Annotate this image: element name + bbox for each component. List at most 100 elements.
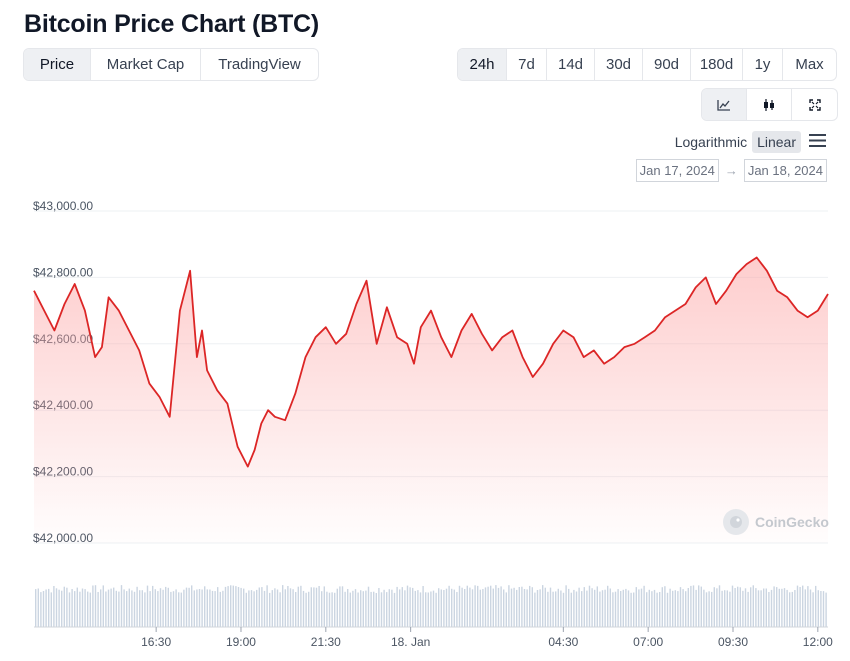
volume-bar [557,588,559,627]
volume-bar [718,585,721,627]
volume-bar [154,589,156,627]
price-chart[interactable]: $43,000.00$42,800.00$42,600.00$42,400.00… [0,190,850,661]
volume-bar [791,591,793,627]
tab-price[interactable]: Price [24,49,91,80]
tab-tradingview[interactable]: TradingView [218,56,301,73]
volume-bar [419,592,422,627]
volume-bar [612,592,614,627]
volume-bar [326,591,328,627]
volume-bar [388,589,390,627]
volume-bar [464,589,466,627]
fullscreen-button[interactable] [792,89,837,120]
volume-bar [50,592,52,627]
volume-bar [193,590,195,627]
hamburger-menu-icon[interactable] [809,134,826,150]
range-14d[interactable]: 14d [547,49,595,80]
volume-bar [734,588,736,627]
volume-bar [633,592,635,627]
volume-bar [318,586,320,627]
range-1y[interactable]: 1y [743,49,783,80]
volume-bar [726,590,728,627]
date-from-input[interactable]: Jan 17, 2024 [635,159,719,182]
volume-bar [713,587,715,627]
price-area [34,257,828,543]
volume-bar [659,592,661,627]
volume-bar [250,590,253,627]
volume-bar [508,585,510,627]
volume-bar [503,589,505,627]
volume-bar [817,590,819,627]
volume-bar [786,589,788,627]
volume-bar [570,592,572,627]
volume-bar [276,589,279,627]
volume-bar [271,590,273,627]
volume-bar [87,591,89,627]
volume-bar [640,588,643,627]
volume-bar [313,587,315,627]
volume-bar [94,585,97,627]
volume-bar [76,587,78,627]
tab-market-cap[interactable]: Market Cap [91,49,201,80]
volume-bar [664,586,666,627]
volume-bar [230,585,232,627]
volume-bar [573,589,575,627]
date-range-arrow: → [724,163,738,178]
volume-bar [487,586,489,627]
range-7d[interactable]: 7d [507,49,547,80]
volume-bar [310,587,312,627]
scale-linear[interactable]: Linear [752,131,801,153]
range-30d[interactable]: 30d [595,49,643,80]
volume-bar [167,587,169,627]
volume-bar [92,585,94,627]
volume-bar [609,588,611,627]
volume-bar [516,589,518,627]
volume-bar [172,591,175,627]
volume-bar [547,591,549,627]
line-chart-icon [717,99,730,111]
volume-bar [188,587,190,627]
volume-bar [617,589,619,627]
volume-bar [513,587,515,627]
volume-bar [461,587,463,627]
volume-bar [742,590,744,627]
y-tick-label: $42,800.00 [33,265,93,279]
date-to-input[interactable]: Jan 18, 2024 [743,159,827,182]
volume-bar [711,591,713,627]
volume-bar [505,592,507,627]
volume-bar [292,589,294,627]
candlestick-button[interactable] [747,89,792,120]
volume-bar [638,589,640,627]
line-chart-button[interactable] [702,89,747,120]
volume-bar [123,589,125,627]
page-title: Bitcoin Price Chart (BTC) [24,10,320,38]
volume-bar [698,585,700,627]
volume-bar [253,591,255,627]
volume-bar [724,590,726,627]
volume-bar [386,592,388,627]
volume-bar [219,591,221,627]
volume-bar [820,591,822,627]
volume-bar [630,592,632,627]
range-90d[interactable]: 90d [643,49,691,80]
volume-bar [146,585,149,627]
volume-bar [536,590,539,627]
volume-bar [552,591,554,627]
range-24h[interactable]: 24h [458,49,507,80]
volume-bar [191,585,193,627]
watermark-text: CoinGecko [755,514,829,530]
volume-bar [651,591,653,627]
volume-bar [591,588,593,627]
volume-bars [35,585,827,627]
scale-logarithmic[interactable]: Logarithmic [674,134,748,150]
volume-bar [705,592,708,627]
volume-bar [133,591,136,627]
volume-bar [126,591,128,627]
range-180d[interactable]: 180d [691,49,743,80]
range-max[interactable]: Max [795,56,824,73]
volume-bar [240,587,242,627]
volume-bar [581,591,583,627]
volume-bar [302,590,305,627]
volume-bar [284,589,286,627]
volume-bar [594,589,596,627]
volume-bar [661,587,663,627]
